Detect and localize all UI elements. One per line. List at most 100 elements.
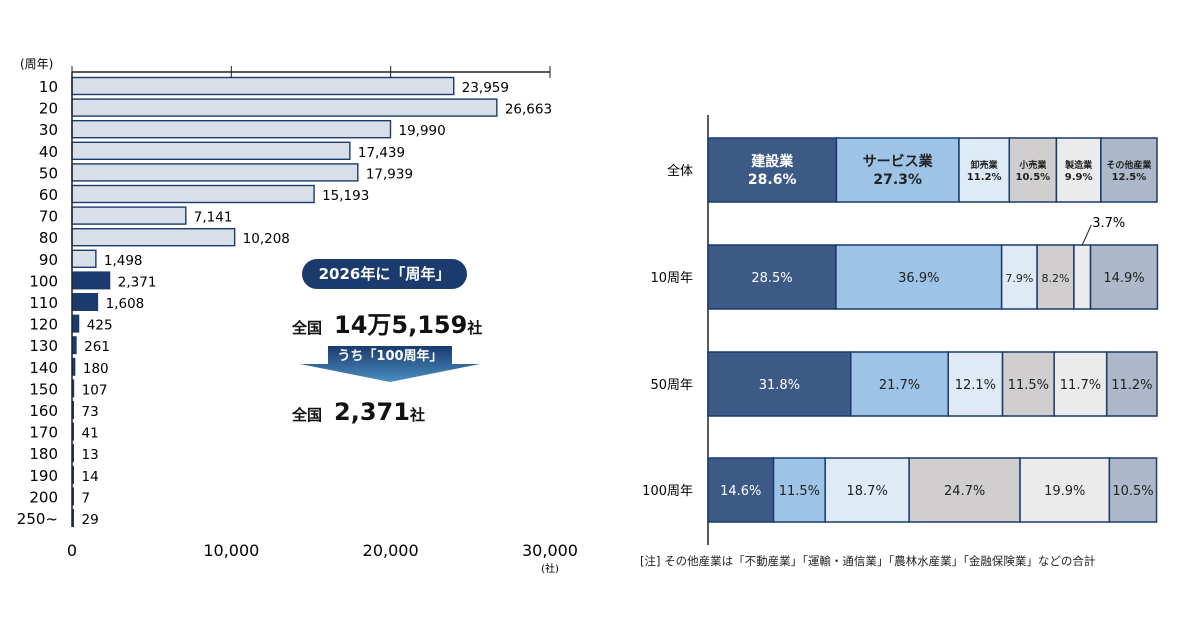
- segment-2: [958, 137, 1011, 203]
- segment-5: [1105, 351, 1158, 417]
- sub-label: 全国: [292, 406, 323, 424]
- segment-5: [1108, 457, 1158, 523]
- row-label: 10周年: [650, 271, 693, 286]
- total-unit: 社: [467, 319, 483, 337]
- segment-4: [1073, 244, 1092, 310]
- row-label: 50周年: [650, 378, 693, 393]
- segment-value: 27.3%: [873, 172, 922, 188]
- category-label: 70: [39, 208, 58, 226]
- segment-5: [1100, 137, 1158, 203]
- y-axis-label: (周年): [20, 57, 53, 71]
- segment-value: 10.5%: [1112, 484, 1153, 499]
- segment-3: [1008, 137, 1058, 203]
- category-label: 250~: [17, 510, 58, 528]
- leader-line: [1081, 224, 1092, 246]
- category-label: 100: [29, 272, 58, 290]
- segment-4: [1019, 457, 1111, 523]
- category-label: 170: [29, 424, 58, 442]
- segment-value: 11.5%: [779, 484, 820, 499]
- bar: [71, 76, 455, 96]
- data-label: 15,193: [322, 188, 369, 204]
- footnote: [注] その他産業は「不動産業」「運輸・通信業」「農林水産業」「金融保険業」など…: [640, 554, 1096, 568]
- category-label: 140: [29, 359, 58, 377]
- segment-value: 12.5%: [1112, 172, 1147, 183]
- bar: [71, 293, 99, 311]
- segment-value: 14.9%: [1103, 271, 1144, 286]
- segment-name: 小売業: [1018, 159, 1047, 171]
- row-label: 100周年: [642, 484, 693, 499]
- data-label: 29: [82, 512, 99, 528]
- segment-value: 28.6%: [748, 172, 797, 188]
- x-tick-label: 0: [67, 541, 77, 560]
- segment-value: 8.2%: [1042, 272, 1070, 285]
- segment-value: 31.8%: [759, 378, 800, 393]
- segment-value: 21.7%: [879, 378, 920, 393]
- segment-1: [835, 244, 1003, 310]
- segment-2: [1000, 244, 1038, 310]
- bar: [71, 249, 97, 269]
- category-label: 180: [29, 445, 58, 463]
- segment-value: 11.2%: [1111, 378, 1152, 393]
- bar: [71, 206, 187, 225]
- category-label: 10: [39, 78, 58, 96]
- segment-value: 11.2%: [967, 172, 1002, 183]
- segment-name: その他産業: [1106, 159, 1152, 171]
- segment-value: 9.9%: [1065, 172, 1093, 183]
- category-label: 110: [29, 294, 58, 312]
- x-tick-label: 10,000: [203, 541, 259, 560]
- data-label: 1,498: [104, 253, 143, 269]
- category-label: 50: [39, 164, 58, 182]
- segment-value: 10.5%: [1015, 172, 1050, 183]
- category-label: 190: [29, 467, 58, 485]
- segment-value: 18.7%: [847, 484, 888, 499]
- segment-value: 24.7%: [944, 484, 985, 499]
- bar: [71, 98, 498, 117]
- segment-4: [1055, 137, 1102, 203]
- total-count: 全国 14万5,159社: [292, 305, 482, 340]
- segment-name: 卸売業: [971, 159, 999, 171]
- bar: [71, 119, 392, 139]
- segment-value: 14.6%: [720, 484, 761, 499]
- data-label: 180: [83, 361, 109, 377]
- data-label: 26,663: [505, 102, 552, 118]
- segment-5: [1089, 244, 1159, 310]
- data-label: 7,141: [194, 210, 233, 226]
- segment-1: [835, 137, 960, 203]
- category-label: 40: [39, 143, 58, 161]
- category-label: 30: [39, 121, 58, 139]
- x-tick-label: 30,000: [522, 541, 578, 560]
- bar: [71, 314, 80, 333]
- category-label: 160: [29, 402, 58, 420]
- data-label: 1,608: [106, 296, 145, 312]
- segment-3: [1036, 244, 1075, 310]
- segment-value: 7.9%: [1005, 272, 1033, 285]
- segment-value: 28.5%: [751, 271, 792, 286]
- data-label: 10,208: [243, 231, 290, 247]
- segment-0: [707, 457, 775, 523]
- segment-0: [707, 244, 837, 310]
- segment-4: [1053, 351, 1108, 417]
- data-label: 14: [82, 469, 99, 485]
- total-label: 全国: [292, 319, 323, 337]
- data-label: 2,371: [118, 274, 157, 290]
- data-label: 425: [87, 318, 113, 334]
- data-label: 23,959: [462, 80, 509, 96]
- bar: [71, 227, 236, 247]
- segment-value: 36.9%: [898, 271, 939, 286]
- data-label: 41: [82, 426, 99, 442]
- category-label: 150: [29, 380, 58, 398]
- data-label: 17,439: [358, 145, 405, 161]
- x-tick-label: 20,000: [363, 541, 419, 560]
- segment-3: [1001, 351, 1055, 417]
- arrow-label: うち「100周年」: [337, 349, 443, 364]
- year-pill: 2026年に「周年」: [302, 259, 467, 289]
- sub-count: 全国 2,371社: [292, 398, 425, 426]
- category-label: 80: [39, 229, 58, 247]
- data-label: 19,990: [399, 123, 446, 139]
- segment-2: [947, 351, 1004, 417]
- data-label: 73: [82, 404, 99, 420]
- total-value: 14万5,159: [334, 311, 468, 339]
- segment-name: 建設業: [751, 153, 794, 170]
- segment-3: [908, 457, 1021, 523]
